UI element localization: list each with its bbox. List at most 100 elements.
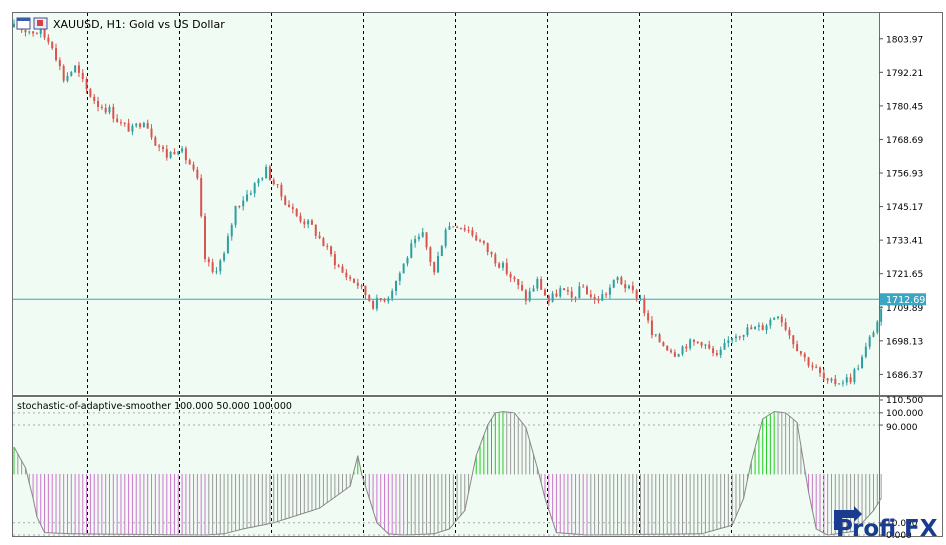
candle-body — [658, 334, 661, 343]
candle-body — [566, 290, 569, 292]
candle-body — [666, 345, 669, 351]
candle-body — [272, 179, 275, 185]
candle-body — [543, 289, 546, 296]
candle-body — [498, 263, 501, 268]
candle-body — [383, 299, 386, 302]
chart-title-text: XAUUSD, H1: Gold vs US Dollar — [53, 18, 225, 31]
candle-body — [608, 287, 611, 295]
candle-body — [135, 123, 138, 126]
candle-body — [631, 285, 634, 291]
candle-body — [708, 344, 711, 349]
candle-body — [620, 277, 623, 285]
candle-body — [490, 252, 493, 255]
candle-body — [165, 149, 168, 158]
candle-body — [47, 37, 50, 42]
candle-body — [715, 353, 718, 356]
candle-body — [471, 230, 474, 236]
candle-body — [341, 266, 344, 273]
candle-body — [97, 100, 100, 107]
candle-body — [173, 152, 176, 155]
candle-body — [131, 125, 134, 132]
price-tick-label: 1745.17 — [886, 203, 923, 213]
candle-body — [654, 334, 657, 336]
current-price-tag-box — [880, 293, 926, 306]
candle-body — [181, 148, 184, 152]
candle-body — [574, 297, 577, 299]
candle-body — [799, 351, 802, 354]
price-tick-label: 1768.69 — [886, 136, 923, 146]
candle-body — [513, 277, 516, 280]
indicator-tick-label: 90.000 — [886, 423, 918, 433]
candle-body — [509, 273, 512, 278]
candle-body — [150, 128, 153, 138]
candle-body — [226, 236, 229, 254]
candle-body — [593, 296, 596, 300]
candle-body — [528, 291, 531, 301]
candle-body — [853, 369, 856, 383]
candle-body — [24, 30, 27, 33]
candle-body — [689, 339, 692, 349]
candle-body — [467, 230, 470, 232]
logo-arrow — [834, 506, 862, 530]
candle-body — [196, 169, 199, 179]
chart-frame — [12, 12, 943, 537]
candle-body — [586, 286, 588, 295]
candle-body — [746, 327, 749, 336]
candle-body — [261, 178, 264, 180]
candle-body — [696, 341, 699, 343]
candle-body — [864, 346, 867, 357]
candle-body — [536, 279, 539, 289]
candle-body — [784, 322, 787, 330]
candle-body — [605, 294, 608, 296]
candle-body — [769, 319, 772, 326]
candle-body — [459, 227, 462, 229]
candle-body — [616, 277, 619, 281]
candle-body — [139, 123, 142, 127]
candle-body — [845, 377, 848, 383]
candle-body — [750, 327, 753, 330]
candle-body — [89, 89, 92, 97]
candle-body — [391, 290, 394, 299]
price-tick-label: 1756.93 — [886, 170, 923, 180]
candle-body — [570, 291, 573, 298]
candle-body — [857, 368, 860, 370]
candle-body — [578, 286, 581, 298]
candle-body — [425, 232, 428, 248]
candle-body — [700, 342, 703, 346]
main-chart-area[interactable] — [13, 13, 879, 394]
candle-body — [154, 137, 157, 146]
price-tick-label: 1792.21 — [886, 69, 923, 79]
logo-text-main: rofi — [852, 516, 896, 542]
candle-body — [127, 123, 130, 132]
candle-body — [803, 353, 806, 358]
candle-body — [211, 262, 214, 272]
candle-body — [582, 286, 585, 288]
candle-body — [169, 152, 172, 158]
candle-body — [356, 282, 359, 286]
candle-body — [104, 107, 107, 113]
candle-body — [757, 325, 760, 327]
candle-body — [299, 215, 302, 222]
candle-body — [116, 118, 119, 123]
candle-body — [624, 284, 627, 289]
candle-body — [280, 184, 283, 197]
candle-body — [364, 285, 367, 296]
candle-body — [788, 329, 791, 336]
candle-body — [563, 288, 566, 291]
indicator-levels — [13, 412, 879, 536]
candle-body — [727, 340, 730, 343]
candle-body — [349, 277, 352, 279]
price-tick-label: 1803.97 — [886, 35, 923, 45]
indicator-tick-label: 0.000 — [886, 531, 912, 541]
indicator-title-text: stochastic-of-adaptive-smoother 100.000 … — [17, 401, 292, 412]
candle-body — [635, 290, 638, 299]
candle-body — [681, 346, 684, 355]
indicator-tick-label: 100.000 — [886, 409, 923, 419]
candle-body — [650, 320, 653, 336]
candle-body — [830, 378, 833, 381]
indicator-axis[interactable]: 110.500 100.000 90.000 10.000 0.000 — [879, 396, 923, 541]
candle-body — [310, 220, 313, 225]
price-axis[interactable]: 1803.97 1792.21 1780.45 1768.69 1756.93 1745.… — [879, 35, 923, 381]
candle-body — [62, 66, 65, 81]
